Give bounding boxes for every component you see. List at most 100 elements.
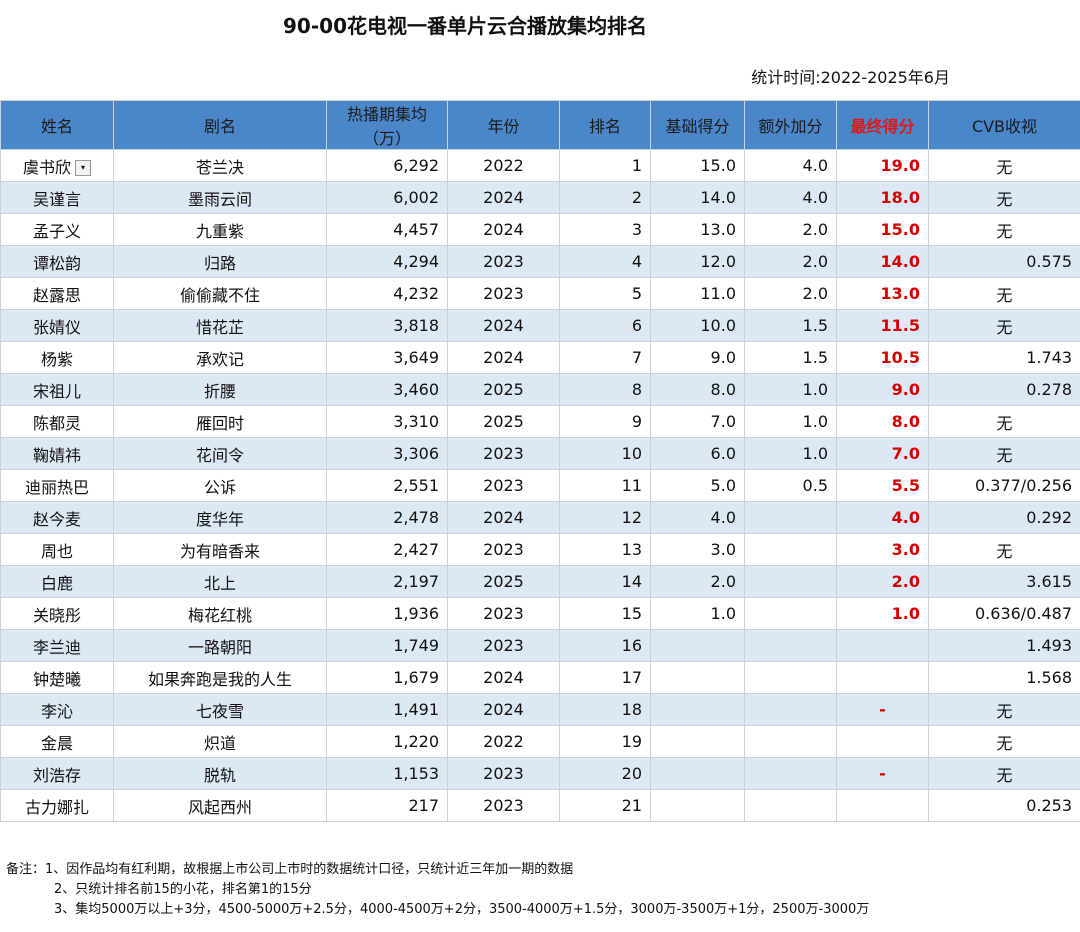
cell-rank[interactable]: 21 (559, 789, 651, 822)
cell-rank[interactable]: 8 (559, 373, 651, 406)
cell-name[interactable]: 金晨 (0, 725, 114, 758)
cell-final[interactable]: 4.0 (836, 501, 929, 534)
cell-drama[interactable]: 风起西州 (113, 789, 327, 822)
cell-name[interactable]: 李沁 (0, 693, 114, 726)
cell-base[interactable]: 11.0 (650, 277, 745, 310)
cell-base[interactable] (650, 693, 745, 726)
cell-final[interactable]: 5.5 (836, 469, 929, 502)
table-row[interactable]: 金晨 炽道 1,220 2022 19 无 (0, 725, 1080, 758)
cell-cvb[interactable]: 无 (928, 533, 1080, 566)
cell-drama[interactable]: 苍兰决 (113, 149, 327, 182)
cell-year[interactable]: 2022 (447, 725, 560, 758)
cell-drama[interactable]: 一路朝阳 (113, 629, 327, 662)
table-row[interactable]: 钟楚曦 如果奔跑是我的人生 1,679 2024 17 1.568 (0, 661, 1080, 694)
cell-base[interactable]: 1.0 (650, 597, 745, 630)
col-header-cvb[interactable]: CVB收视 (928, 100, 1080, 150)
table-row[interactable]: 张婧仪 惜花芷 3,818 2024 6 10.0 1.5 11.5 无 (0, 309, 1080, 342)
cell-avg[interactable]: 2,478 (326, 501, 448, 534)
cell-avg[interactable]: 3,460 (326, 373, 448, 406)
cell-rank[interactable]: 20 (559, 757, 651, 790)
cell-name[interactable]: 赵露思 (0, 277, 114, 310)
table-row[interactable]: 虞书欣 ▾ 苍兰决 6,292 2022 1 15.0 4.0 19.0 无 (0, 149, 1080, 182)
cell-avg[interactable]: 1,220 (326, 725, 448, 758)
cell-final[interactable]: 15.0 (836, 213, 929, 246)
table-row[interactable]: 白鹿 北上 2,197 2025 14 2.0 2.0 3.615 (0, 565, 1080, 598)
cell-drama[interactable]: 度华年 (113, 501, 327, 534)
cell-year[interactable]: 2024 (447, 309, 560, 342)
cell-cvb[interactable]: 0.575 (928, 245, 1080, 278)
table-row[interactable]: 迪丽热巴 公诉 2,551 2023 11 5.0 0.5 5.5 0.377/0.256 (0, 469, 1080, 502)
cell-year[interactable]: 2025 (447, 373, 560, 406)
cell-base[interactable] (650, 789, 745, 822)
cell-drama[interactable]: 承欢记 (113, 341, 327, 374)
cell-extra[interactable]: 1.0 (744, 437, 837, 470)
cell-rank[interactable]: 9 (559, 405, 651, 438)
table-row[interactable]: 谭松韵 归路 4,294 2023 4 12.0 2.0 14.0 0.575 (0, 245, 1080, 278)
cell-rank[interactable]: 12 (559, 501, 651, 534)
cell-extra[interactable] (744, 693, 837, 726)
cell-final[interactable]: 3.0 (836, 533, 929, 566)
cell-final[interactable] (836, 789, 929, 822)
table-row[interactable]: 刘浩存 脱轨 1,153 2023 20 - 无 (0, 757, 1080, 790)
cell-year[interactable]: 2024 (447, 213, 560, 246)
cell-year[interactable]: 2023 (447, 469, 560, 502)
cell-final[interactable] (836, 629, 929, 662)
cell-rank[interactable]: 18 (559, 693, 651, 726)
cell-rank[interactable]: 10 (559, 437, 651, 470)
cell-rank[interactable]: 19 (559, 725, 651, 758)
cell-extra[interactable]: 2.0 (744, 245, 837, 278)
cell-cvb[interactable]: 无 (928, 309, 1080, 342)
cell-drama[interactable]: 惜花芷 (113, 309, 327, 342)
table-row[interactable]: 吴谨言 墨雨云间 6,002 2024 2 14.0 4.0 18.0 无 (0, 181, 1080, 214)
cell-final[interactable]: 10.5 (836, 341, 929, 374)
cell-final[interactable]: 7.0 (836, 437, 929, 470)
table-row[interactable]: 古力娜扎 风起西州 217 2023 21 0.253 (0, 789, 1080, 822)
cell-name[interactable]: 迪丽热巴 (0, 469, 114, 502)
cell-avg[interactable]: 217 (326, 789, 448, 822)
cell-drama[interactable]: 偷偷藏不住 (113, 277, 327, 310)
cell-name[interactable]: 关晓彤 (0, 597, 114, 630)
cell-drama[interactable]: 北上 (113, 565, 327, 598)
cell-final[interactable]: 13.0 (836, 277, 929, 310)
cell-extra[interactable] (744, 789, 837, 822)
cell-cvb[interactable]: 0.636/0.487 (928, 597, 1080, 630)
cell-base[interactable]: 2.0 (650, 565, 745, 598)
cell-avg[interactable]: 2,197 (326, 565, 448, 598)
cell-avg[interactable]: 4,294 (326, 245, 448, 278)
cell-avg[interactable]: 1,153 (326, 757, 448, 790)
cell-base[interactable]: 5.0 (650, 469, 745, 502)
cell-cvb[interactable]: 1.493 (928, 629, 1080, 662)
cell-base[interactable]: 12.0 (650, 245, 745, 278)
cell-extra[interactable]: 1.5 (744, 309, 837, 342)
cell-name[interactable]: 虞书欣 ▾ (0, 149, 114, 182)
cell-drama[interactable]: 花间令 (113, 437, 327, 470)
cell-cvb[interactable]: 3.615 (928, 565, 1080, 598)
table-row[interactable]: 杨紫 承欢记 3,649 2024 7 9.0 1.5 10.5 1.743 (0, 341, 1080, 374)
cell-cvb[interactable]: 无 (928, 213, 1080, 246)
cell-name[interactable]: 吴谨言 (0, 181, 114, 214)
cell-year[interactable]: 2023 (447, 277, 560, 310)
cell-year[interactable]: 2023 (447, 597, 560, 630)
cell-avg[interactable]: 3,818 (326, 309, 448, 342)
col-header-extra[interactable]: 额外加分 (744, 100, 837, 150)
cell-name[interactable]: 杨紫 (0, 341, 114, 374)
cell-avg[interactable]: 3,306 (326, 437, 448, 470)
cell-cvb[interactable]: 0.377/0.256 (928, 469, 1080, 502)
cell-name[interactable]: 白鹿 (0, 565, 114, 598)
cell-name[interactable]: 陈都灵 (0, 405, 114, 438)
table-row[interactable]: 宋祖儿 折腰 3,460 2025 8 8.0 1.0 9.0 0.278 (0, 373, 1080, 406)
cell-final[interactable]: 2.0 (836, 565, 929, 598)
cell-rank[interactable]: 6 (559, 309, 651, 342)
cell-rank[interactable]: 11 (559, 469, 651, 502)
cell-rank[interactable]: 5 (559, 277, 651, 310)
col-header-name[interactable]: 姓名 (0, 100, 114, 150)
cell-final[interactable]: - (836, 693, 929, 726)
cell-base[interactable]: 3.0 (650, 533, 745, 566)
cell-year[interactable]: 2023 (447, 245, 560, 278)
cell-year[interactable]: 2022 (447, 149, 560, 182)
cell-avg[interactable]: 1,491 (326, 693, 448, 726)
cell-rank[interactable]: 7 (559, 341, 651, 374)
cell-cvb[interactable]: 无 (928, 757, 1080, 790)
cell-rank[interactable]: 4 (559, 245, 651, 278)
cell-extra[interactable] (744, 501, 837, 534)
